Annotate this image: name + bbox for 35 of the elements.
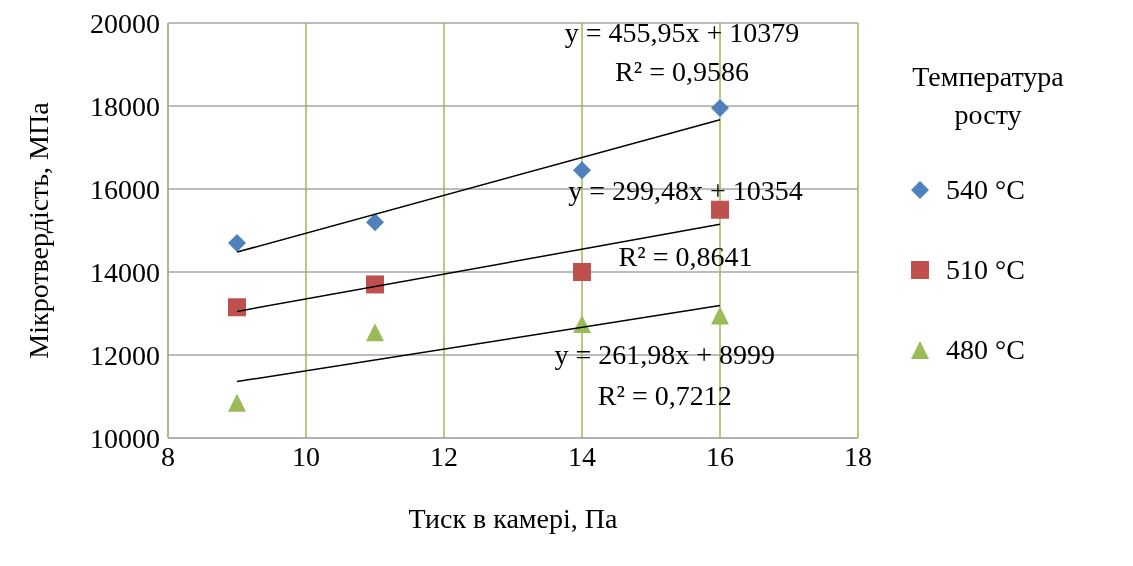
- point: [228, 393, 246, 412]
- point: [366, 275, 384, 294]
- y-tick-label: 16000: [90, 173, 160, 205]
- point: [711, 99, 729, 118]
- y-tick-label: 20000: [90, 7, 160, 39]
- x-tick-label: 18: [844, 440, 872, 472]
- annotation: R² = 0,9586: [615, 56, 749, 88]
- annotation: y = 261,98x + 8999: [554, 338, 776, 370]
- annotation: R² = 0,7212: [597, 380, 732, 412]
- point: [228, 298, 246, 317]
- y-tick-label: 14000: [90, 256, 160, 288]
- x-axis-title: Тиск в камері, Па: [408, 503, 618, 534]
- annotation: y = 455,95x + 10379: [564, 16, 800, 48]
- point: [366, 323, 384, 342]
- point: [228, 233, 246, 252]
- point: [711, 306, 729, 325]
- legend-label: 480 °C: [946, 334, 1025, 366]
- y-tick-label: 12000: [90, 339, 160, 371]
- y-axis-title: Мікротвердість, МПа: [22, 101, 54, 359]
- point: [573, 263, 591, 281]
- legend-title: Температура росту: [911, 60, 1065, 132]
- legend-label: 510 °C: [946, 254, 1025, 286]
- x-tick-label: 14: [568, 440, 596, 472]
- x-tick-label: 8: [161, 440, 175, 472]
- point: [711, 200, 729, 219]
- legend-label: 540 °C: [946, 174, 1025, 206]
- x-tick-label: 16: [706, 440, 734, 472]
- x-tick-label: 10: [292, 440, 320, 472]
- annotation: R² = 0,8641: [618, 240, 753, 272]
- x-tick-label: 12: [430, 440, 458, 472]
- point: [366, 213, 384, 232]
- y-tick-label: 18000: [90, 90, 160, 122]
- y-tick-label: 10000: [90, 422, 160, 454]
- point: [573, 161, 591, 180]
- annotation: y = 299,48x + 10354: [568, 174, 803, 206]
